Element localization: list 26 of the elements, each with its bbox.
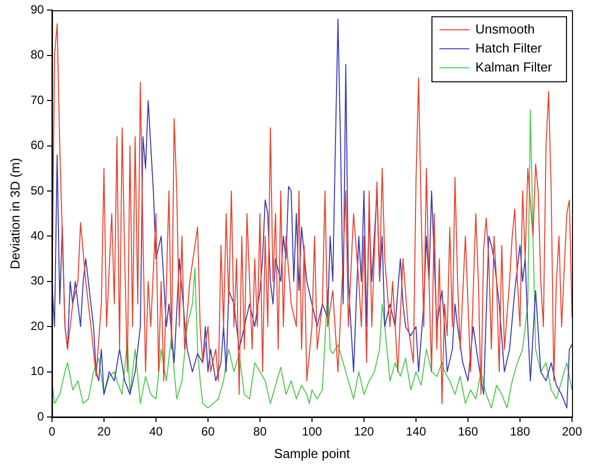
x-tick-label: 200: [562, 424, 582, 439]
y-tick-label: 70: [30, 92, 44, 107]
y-tick-label: 50: [30, 183, 44, 198]
x-tick-label: 160: [458, 424, 478, 439]
x-tick-label: 60: [201, 424, 215, 439]
y-tick-label: 0: [37, 409, 44, 424]
legend-label: Hatch Filter: [475, 40, 543, 56]
x-tick-label: 100: [302, 424, 322, 439]
x-axis-title: Sample point: [274, 446, 350, 461]
y-tick-label: 10: [30, 364, 44, 378]
y-tick-label: 40: [30, 228, 44, 243]
y-tick-label: 80: [30, 48, 44, 62]
y-axis-title: Deviation in 3D (m): [7, 158, 22, 270]
x-tick-label: 140: [406, 424, 426, 439]
y-tick-label: 30: [30, 274, 44, 288]
y-tick-label: 90: [30, 2, 44, 17]
y-tick-label: 20: [30, 318, 44, 333]
y-tick-label: 60: [30, 138, 44, 152]
x-tick-label: 40: [149, 424, 163, 439]
x-tick-label: 120: [354, 424, 374, 439]
x-tick-label: 20: [97, 424, 111, 439]
legend-label: Kalman Filter: [475, 59, 553, 74]
x-tick-label: 180: [510, 424, 530, 439]
x-tick-label: 80: [253, 424, 267, 439]
x-tick-label: 0: [48, 424, 56, 439]
legend-label: Unsmooth: [475, 21, 535, 36]
